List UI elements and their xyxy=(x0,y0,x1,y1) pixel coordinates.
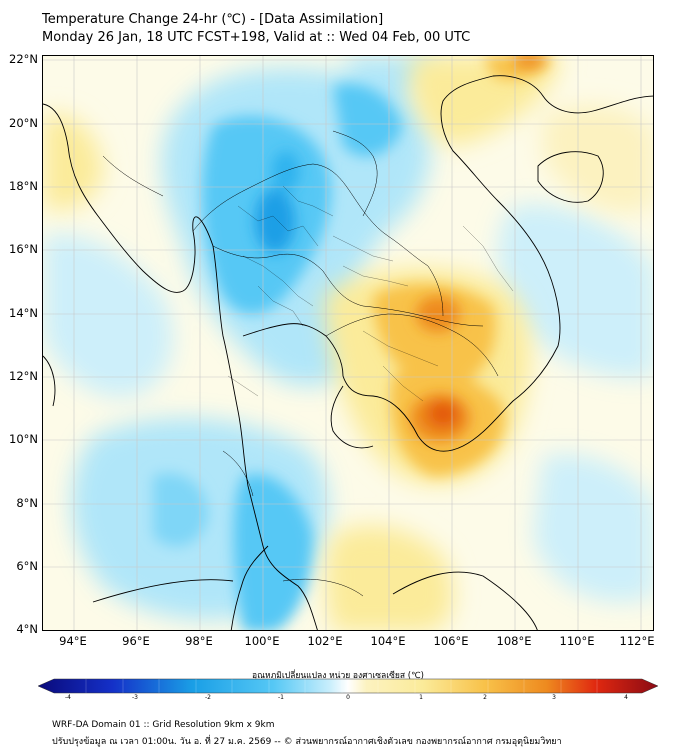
lat-label: 6°N xyxy=(16,559,38,573)
colorbar-tick: 4 xyxy=(624,694,628,701)
graticule xyxy=(43,56,653,630)
country-borders xyxy=(102,130,499,597)
lat-label: 18°N xyxy=(9,179,38,193)
colorbar-tick: 3 xyxy=(552,694,556,701)
coastlines xyxy=(43,75,653,630)
lon-label: 104°E xyxy=(370,634,406,648)
lat-label: 16°N xyxy=(9,242,38,256)
model-info: WRF-DA Domain 01 :: Grid Resolution 9km … xyxy=(52,720,275,730)
lon-label: 108°E xyxy=(496,634,532,648)
lat-label: 8°N xyxy=(16,496,38,510)
lat-label: 14°N xyxy=(9,306,38,320)
colorbar-tick: 1 xyxy=(419,694,423,701)
lat-label: 20°N xyxy=(9,116,38,130)
lon-label: 100°E xyxy=(244,634,280,648)
colorbar-tick: -4 xyxy=(65,694,71,701)
lat-label: 22°N xyxy=(9,52,38,66)
map-panel xyxy=(42,55,654,631)
colorbar-scale xyxy=(38,678,658,694)
update-credit: ปรับปรุงข้อมูล ณ เวลา 01:00น. วัน อ. ที่… xyxy=(52,737,562,747)
chart-title: Temperature Change 24-hr (℃) - [Data Ass… xyxy=(42,12,384,27)
colorbar-tick: -3 xyxy=(132,694,138,701)
temperature-change-map xyxy=(43,56,653,630)
lon-label: 96°E xyxy=(122,634,150,648)
colorbar-tick: -1 xyxy=(278,694,284,701)
chart-subtitle: Monday 26 Jan, 18 UTC FCST+198, Valid at… xyxy=(42,30,471,45)
lat-label: 4°N xyxy=(16,622,38,636)
lon-label: 94°E xyxy=(59,634,87,648)
colorbar-bins xyxy=(85,679,598,693)
lon-label: 106°E xyxy=(433,634,469,648)
lon-label: 102°E xyxy=(307,634,343,648)
lon-label: 112°E xyxy=(619,634,655,648)
province-borders xyxy=(227,185,514,402)
warm-max-field xyxy=(410,56,545,442)
colorbar-tick: -2 xyxy=(205,694,211,701)
colorbar-tick: 2 xyxy=(483,694,487,701)
lon-label: 98°E xyxy=(185,634,213,648)
colorbar-tick: 0 xyxy=(346,694,350,701)
colorbar-title: อุณหภูมิเปลี่ยนแปลง หน่วย องศาเซลเซียส (… xyxy=(252,671,424,681)
lat-label: 12°N xyxy=(9,369,38,383)
lon-label: 110°E xyxy=(559,634,595,648)
colorbar xyxy=(38,678,658,694)
lat-label: 10°N xyxy=(9,432,38,446)
